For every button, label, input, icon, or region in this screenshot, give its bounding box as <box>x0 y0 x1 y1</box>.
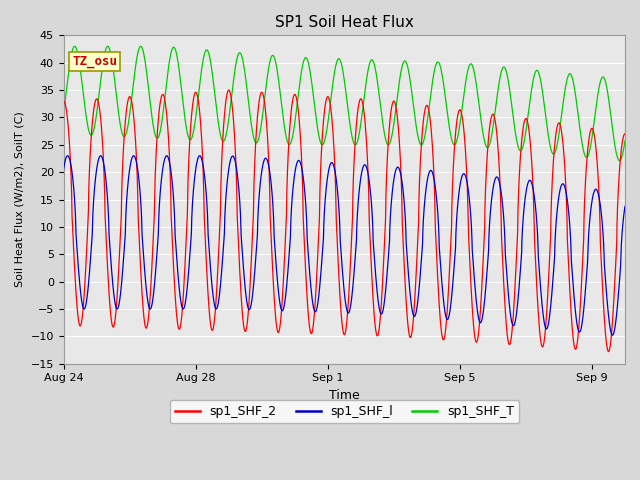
Text: TZ_osu: TZ_osu <box>72 55 117 68</box>
Y-axis label: Soil Heat Flux (W/m2), SoilT (C): Soil Heat Flux (W/m2), SoilT (C) <box>15 112 25 288</box>
Legend: sp1_SHF_2, sp1_SHF_l, sp1_SHF_T: sp1_SHF_2, sp1_SHF_l, sp1_SHF_T <box>170 400 519 423</box>
Title: SP1 Soil Heat Flux: SP1 Soil Heat Flux <box>275 15 414 30</box>
X-axis label: Time: Time <box>329 389 360 402</box>
